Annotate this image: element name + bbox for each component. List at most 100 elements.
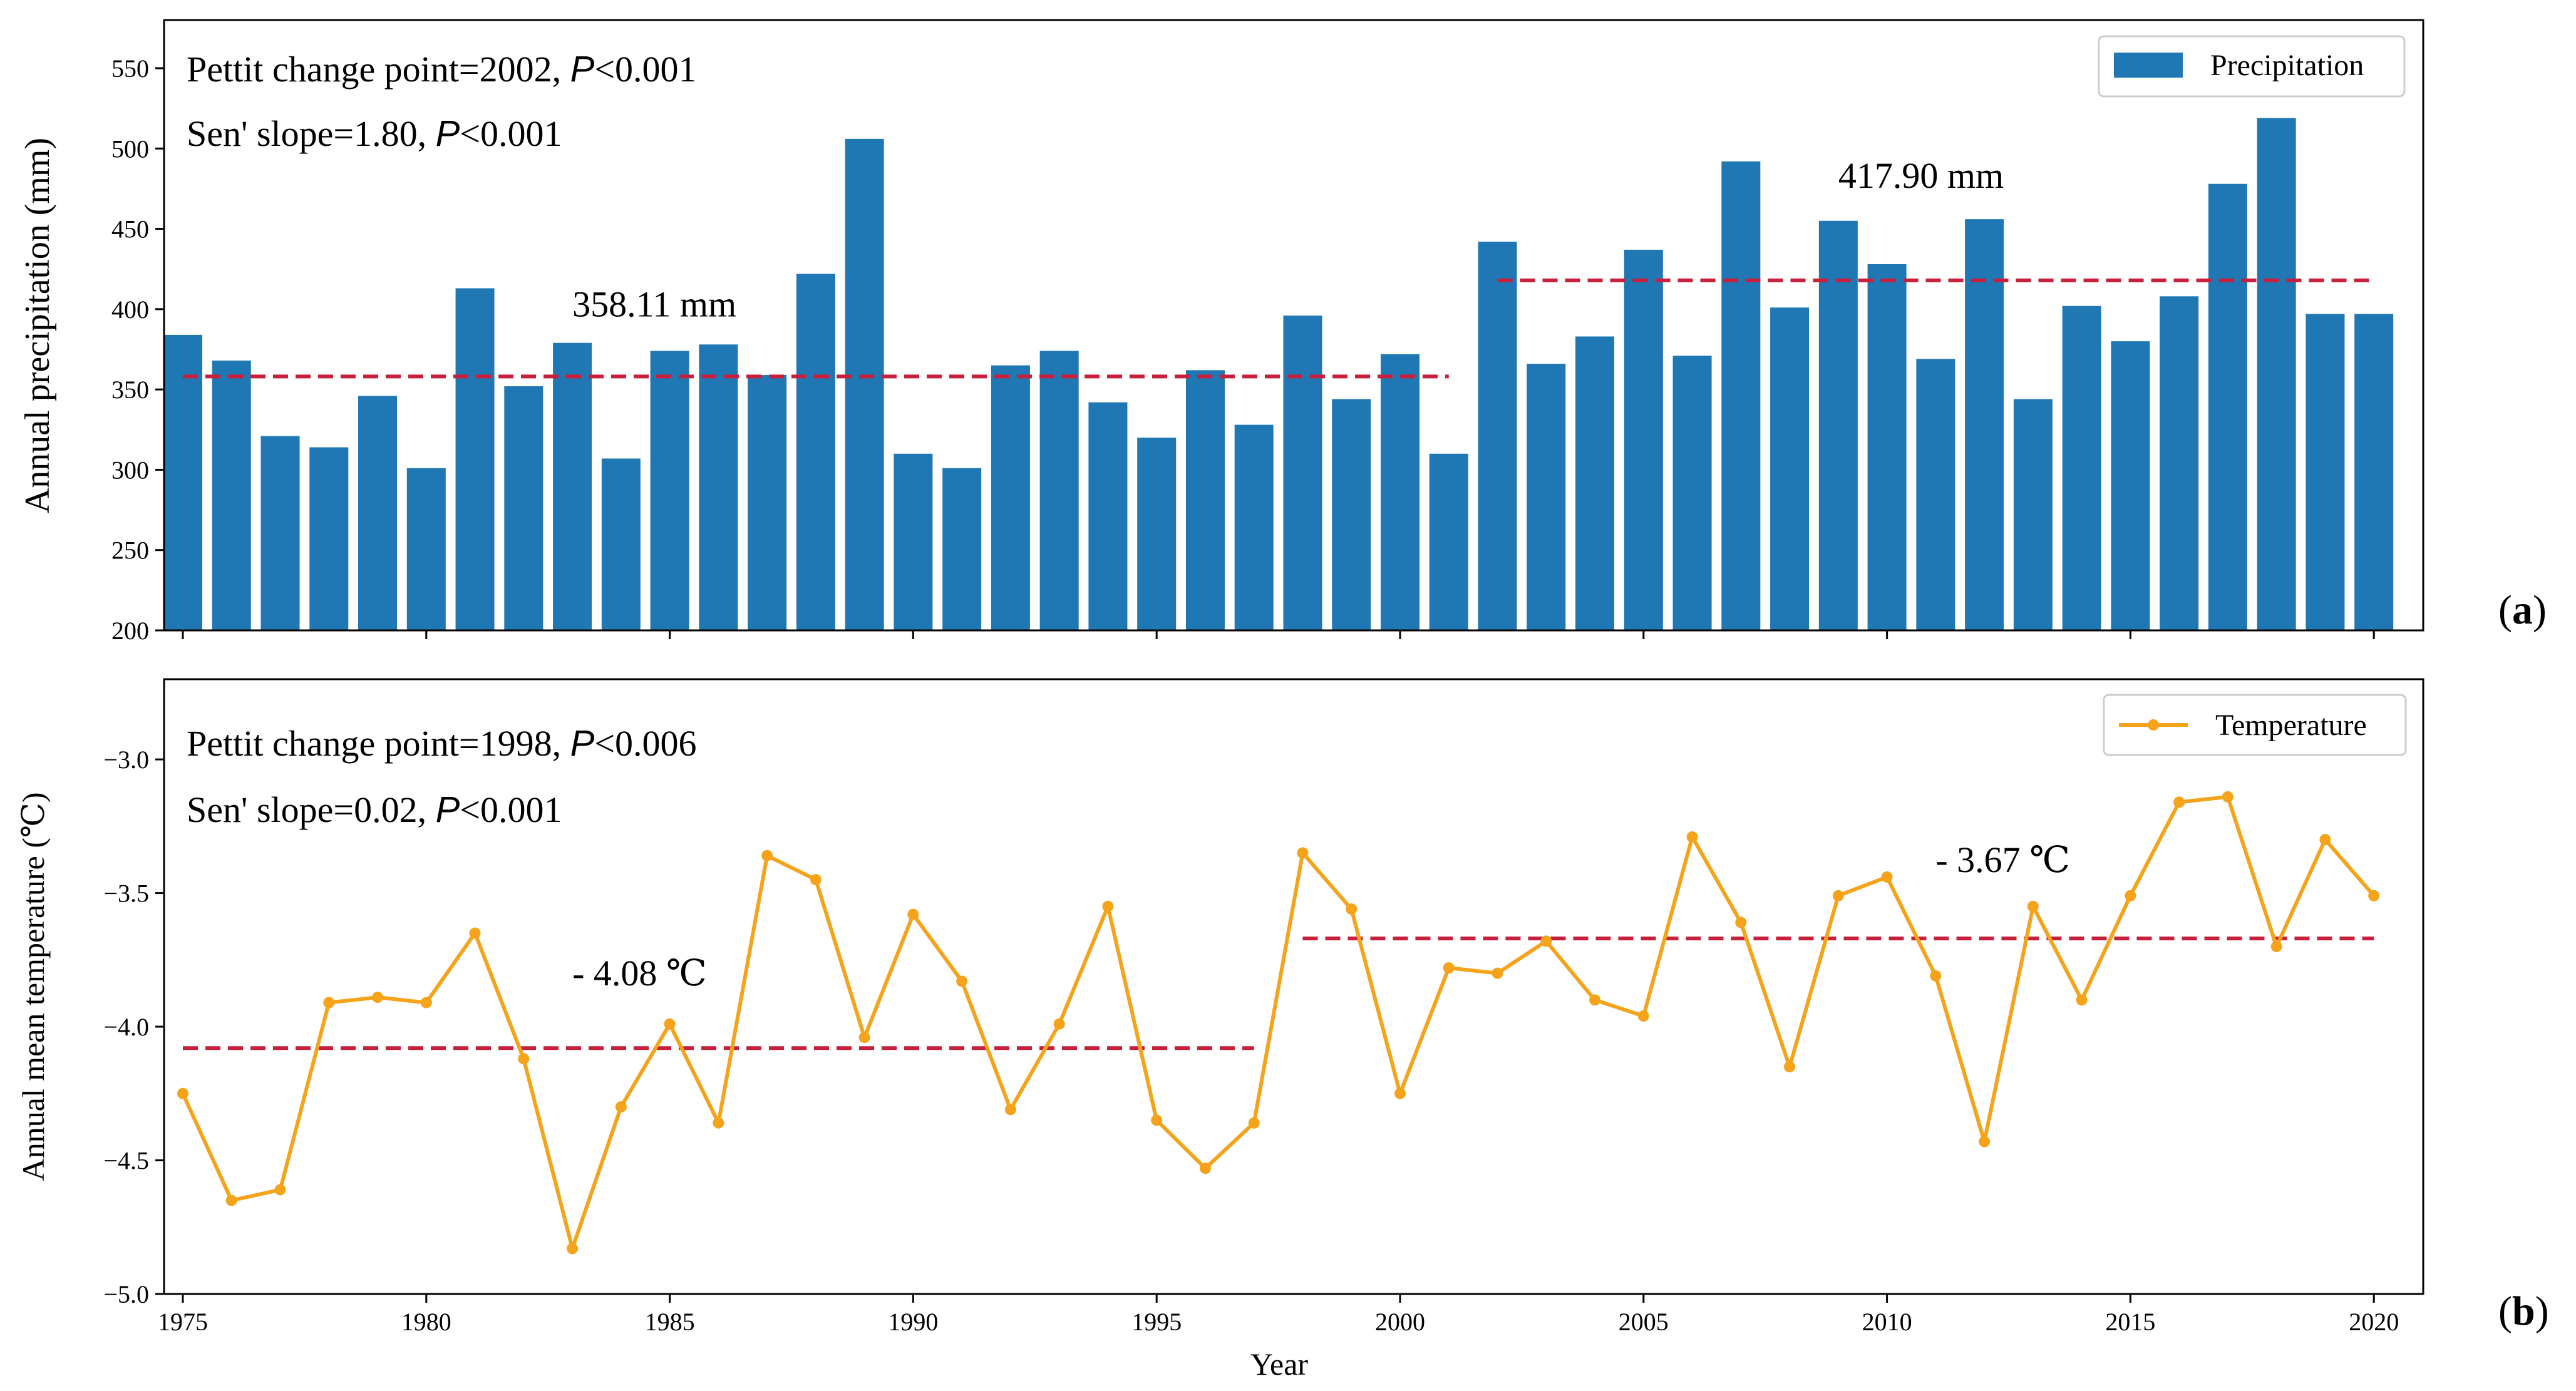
- legend-swatch-precipitation: [2114, 53, 2183, 78]
- point-1998: [1297, 847, 1309, 859]
- bar-1991: [942, 468, 982, 630]
- point-1980: [420, 997, 432, 1009]
- point-1984: [615, 1101, 627, 1113]
- legend-b: Temperature: [2103, 694, 2407, 756]
- bar-1985: [650, 351, 689, 630]
- point-1994: [1102, 900, 1114, 912]
- axes-frame-a: [163, 19, 2424, 632]
- bar-2018: [2257, 118, 2296, 630]
- bar-1986: [699, 344, 738, 630]
- temperature-points: [177, 791, 2380, 1255]
- mean-label-period-1-b: - 4.08 ℃: [572, 953, 707, 993]
- x-tick-label: 2020: [2349, 1308, 2399, 1336]
- point-1993: [1053, 1018, 1065, 1030]
- x-tick-label: 1975: [158, 1308, 208, 1336]
- legend-box-a: [2098, 35, 2406, 98]
- bar-1993: [1039, 351, 1079, 630]
- point-2000: [1394, 1087, 1406, 1099]
- y-tick-label: 450: [111, 215, 149, 244]
- bar-2013: [2013, 399, 2053, 630]
- point-2015: [2125, 890, 2136, 901]
- point-1990: [907, 908, 919, 920]
- bar-1982: [504, 386, 544, 630]
- point-1977: [274, 1184, 286, 1196]
- point-1992: [1004, 1104, 1016, 1116]
- y-tick-label: 500: [111, 135, 149, 163]
- point-2001: [1443, 962, 1455, 974]
- mean-label-period-2-a: 417.90 mm: [1838, 155, 2004, 196]
- legend-label-temperature: Temperature: [2215, 709, 2367, 742]
- bar-1989: [845, 138, 884, 631]
- bar-1990: [894, 453, 933, 630]
- mean-label-period-2-b: - 3.67 ℃: [1935, 839, 2070, 880]
- bar-2015: [2111, 341, 2150, 630]
- bar-1988: [796, 274, 835, 630]
- legend-label-precipitation: Precipitation: [2210, 49, 2364, 82]
- point-1978: [323, 997, 335, 1009]
- bar-1981: [455, 288, 495, 631]
- point-1989: [858, 1032, 870, 1044]
- point-1979: [372, 992, 384, 1003]
- annotation-sen-slope-a: Sen' slope=1.80, P<0.001: [187, 113, 562, 154]
- point-1995: [1151, 1114, 1163, 1126]
- annotation-sen-slope-b: Sen' slope=0.02, P<0.001: [187, 789, 562, 830]
- point-2018: [2270, 940, 2282, 952]
- bar-2011: [1916, 359, 1955, 630]
- axes-frame-b: [163, 678, 2424, 1295]
- bar-2004: [1575, 336, 1615, 630]
- point-2009: [1832, 890, 1844, 901]
- bar-1977: [260, 436, 300, 630]
- mean-label-period-1-a: 358.11 mm: [572, 284, 736, 324]
- point-2010: [1881, 871, 1893, 883]
- bar-1978: [309, 447, 349, 630]
- point-1988: [810, 874, 822, 886]
- bar-1987: [748, 375, 787, 630]
- bar-2016: [2160, 296, 2199, 630]
- point-2014: [2076, 994, 2088, 1006]
- point-1996: [1199, 1163, 1211, 1174]
- y-axis-label-a: Annual precipitation (mm): [18, 138, 57, 513]
- x-tick-label: 1995: [1131, 1308, 1182, 1336]
- point-2003: [1540, 935, 1552, 947]
- x-ticks-a: [182, 630, 2375, 639]
- point-1999: [1346, 903, 1358, 915]
- point-2005: [1637, 1010, 1649, 1022]
- point-2020: [2368, 890, 2380, 901]
- x-tick-label: 2000: [1375, 1308, 1425, 1336]
- point-1982: [518, 1053, 530, 1065]
- bar-1976: [212, 360, 251, 630]
- y-tick-label: −4.5: [103, 1147, 149, 1175]
- y-ticks-a: 200 250 300 350 400 450 500 550: [111, 54, 164, 645]
- bar-2005: [1624, 249, 1663, 630]
- bar-1994: [1088, 402, 1128, 630]
- point-1991: [956, 975, 968, 987]
- point-2006: [1686, 831, 1698, 843]
- point-1983: [567, 1243, 579, 1255]
- point-2016: [2173, 796, 2185, 808]
- annotation-change-point-b: Pettit change point=1998, P<0.006: [187, 723, 697, 764]
- point-2019: [2319, 834, 2331, 846]
- x-tick-label: 2010: [1862, 1308, 1912, 1336]
- bar-2009: [1818, 220, 1858, 630]
- bar-1984: [601, 458, 641, 630]
- bar-1983: [553, 342, 592, 630]
- x-tick-label: 1985: [645, 1308, 695, 1336]
- y-tick-label: 400: [111, 295, 149, 324]
- y-tick-label: −3.0: [103, 746, 149, 774]
- panel-label-b: (b): [2498, 1288, 2549, 1334]
- bar-1992: [991, 365, 1030, 630]
- bar-2012: [1965, 219, 2004, 630]
- point-1985: [664, 1018, 676, 1030]
- precipitation-mean-lines: [183, 278, 2374, 379]
- bar-2014: [2062, 305, 2101, 630]
- precipitation-bars: [163, 118, 2394, 631]
- y-tick-label: 550: [111, 54, 149, 83]
- bar-1975: [163, 334, 202, 630]
- point-1997: [1248, 1117, 1260, 1129]
- point-2012: [1979, 1136, 1991, 1147]
- point-2011: [1930, 970, 1942, 982]
- point-1975: [177, 1087, 188, 1099]
- point-1976: [225, 1194, 237, 1206]
- bar-1979: [358, 396, 398, 630]
